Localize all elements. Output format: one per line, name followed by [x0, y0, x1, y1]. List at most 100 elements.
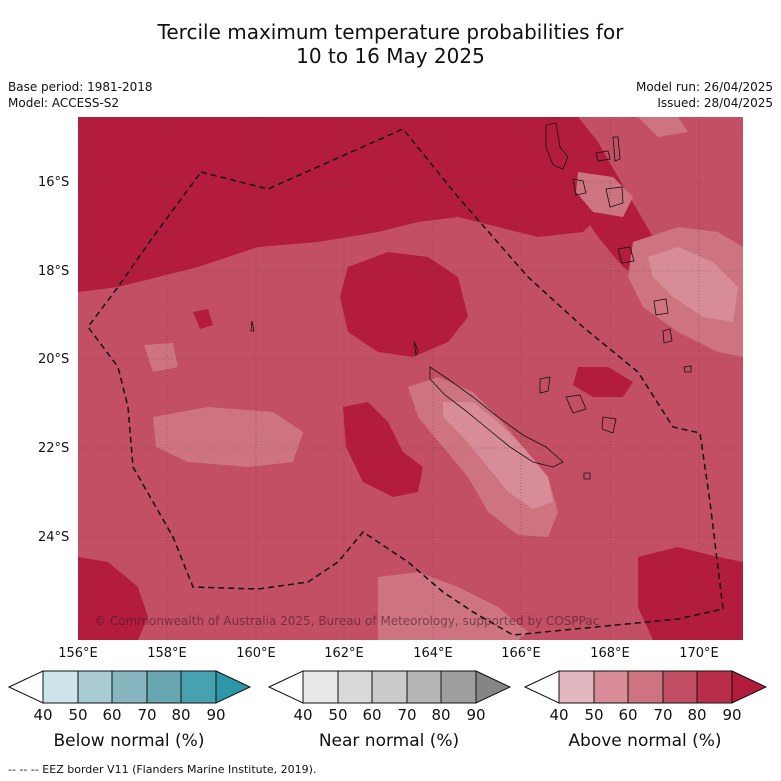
loyalty-island-2	[565, 394, 587, 414]
loyalty-island-3	[601, 416, 617, 434]
lower-probability-regions	[443, 247, 738, 509]
above-swatch-6	[731, 670, 768, 704]
eez-border-note: -- -- -- EEZ border V11 (Flanders Marine…	[8, 763, 317, 776]
region-south-central	[343, 402, 423, 497]
vanuatu-island-6	[617, 246, 635, 264]
region-central	[340, 252, 468, 357]
model-name: Model: ACCESS-S2	[8, 96, 120, 110]
island-outline	[413, 340, 419, 357]
above-normal-title: Above normal (%)	[568, 731, 722, 751]
near-tick-60: 60	[362, 706, 382, 724]
near-swatch-6	[475, 670, 512, 704]
above-swatch-5	[696, 670, 733, 704]
near-tick-70: 70	[397, 706, 417, 724]
below-swatch-3	[111, 670, 148, 704]
region-northwest	[78, 117, 188, 242]
probability-map	[78, 117, 743, 640]
loyalty-island-1	[539, 376, 551, 394]
lat-label-20s: 20°S	[38, 352, 70, 367]
near-swatch-4	[406, 670, 442, 704]
below-tick-70: 70	[137, 706, 157, 724]
vanuatu-island-5	[605, 186, 624, 208]
region-vanuatu-core	[648, 247, 738, 322]
vanuatu-island-1	[545, 122, 569, 170]
above-tick-80: 80	[687, 706, 707, 724]
near-tick-40: 40	[293, 706, 313, 724]
new-caledonia-coastline	[429, 366, 564, 468]
below-swatch-2	[77, 670, 113, 704]
title-line-1: Tercile maximum temperature probabilitie…	[157, 20, 624, 44]
near-tick-80: 80	[431, 706, 451, 724]
below-swatch-4	[146, 670, 182, 704]
near-swatch-5	[440, 670, 477, 704]
lon-label-156e: 156°E	[58, 646, 98, 661]
vanuatu-island-9	[683, 365, 692, 373]
below-tick-80: 80	[171, 706, 191, 724]
lon-label-168e: 168°E	[590, 646, 630, 661]
above-tick-50: 50	[584, 706, 604, 724]
lat-label-24s: 24°S	[38, 530, 70, 545]
near-tick-90: 90	[466, 706, 486, 724]
lon-label-166e: 166°E	[501, 646, 541, 661]
lat-label-18s: 18°S	[38, 264, 70, 279]
vanuatu-island-7	[653, 298, 669, 316]
model-run: Model run: 26/04/2025	[635, 80, 773, 94]
near-normal-colorbar	[268, 670, 512, 704]
title-line-2: 10 to 16 May 2025	[296, 44, 485, 68]
lon-label-160e: 160°E	[236, 646, 276, 661]
below-tick-90: 90	[206, 706, 226, 724]
lon-label-170e: 170°E	[679, 646, 719, 661]
vanuatu-island-4	[572, 178, 587, 196]
near-normal-title: Near normal (%)	[318, 731, 460, 751]
above-swatch-1	[558, 670, 595, 704]
below-tick-50: 50	[68, 706, 88, 724]
run-info: Model run: 26/04/2025 Issued: 28/04/2025	[636, 79, 773, 111]
below-swatch-6	[215, 670, 252, 704]
below-tick-40: 40	[33, 706, 53, 724]
issued-date: Issued: 28/04/2025	[657, 96, 773, 110]
below-normal-title: Below normal (%)	[53, 731, 205, 751]
near-swatch-1	[302, 670, 339, 704]
below-normal-colorbar	[8, 670, 252, 704]
above-tick-60: 60	[618, 706, 638, 724]
below-tick-60: 60	[102, 706, 122, 724]
lat-label-22s: 22°S	[38, 441, 70, 456]
model-info: Base period: 1981-2018 Model: ACCESS-S2	[8, 79, 153, 111]
region-small-patch	[193, 309, 213, 329]
island-outline	[250, 320, 255, 332]
lon-label-162e: 162°E	[324, 646, 364, 661]
region-top-patch	[638, 117, 688, 137]
above-swatch-0	[524, 670, 560, 704]
lon-label-158e: 158°E	[147, 646, 187, 661]
above-swatch-4	[662, 670, 698, 704]
vanuatu-island-3	[612, 136, 621, 162]
below-swatch-1	[42, 670, 79, 704]
copyright-notice: © Commonwealth of Australia 2025, Bureau…	[94, 614, 600, 628]
region-southwest	[78, 557, 148, 640]
region-west-patch	[144, 343, 178, 372]
above-swatch-3	[627, 670, 664, 704]
region-east-patch	[573, 367, 633, 397]
below-swatch-0	[8, 670, 44, 704]
vanuatu-island-8	[662, 328, 673, 344]
grid-lines	[78, 117, 743, 640]
map-title: Tercile maximum temperature probabilitie…	[0, 20, 781, 68]
lat-label-16s: 16°S	[38, 175, 70, 190]
near-swatch-0	[268, 670, 304, 704]
region-vanuatu-north	[576, 172, 633, 217]
near-swatch-2	[337, 670, 373, 704]
above-normal-colorbar	[524, 670, 768, 704]
lon-label-164e: 164°E	[413, 646, 453, 661]
above-tick-40: 40	[549, 706, 569, 724]
eez-border	[87, 128, 724, 636]
near-tick-50: 50	[328, 706, 348, 724]
near-swatch-3	[371, 670, 408, 704]
above-swatch-2	[593, 670, 629, 704]
island-outline	[583, 472, 591, 480]
region-new-caledonia-core	[443, 402, 553, 509]
region-north	[78, 117, 608, 292]
below-swatch-5	[180, 670, 217, 704]
above-tick-70: 70	[653, 706, 673, 724]
vanuatu-island-2	[595, 150, 611, 162]
region-west-band	[153, 407, 303, 467]
